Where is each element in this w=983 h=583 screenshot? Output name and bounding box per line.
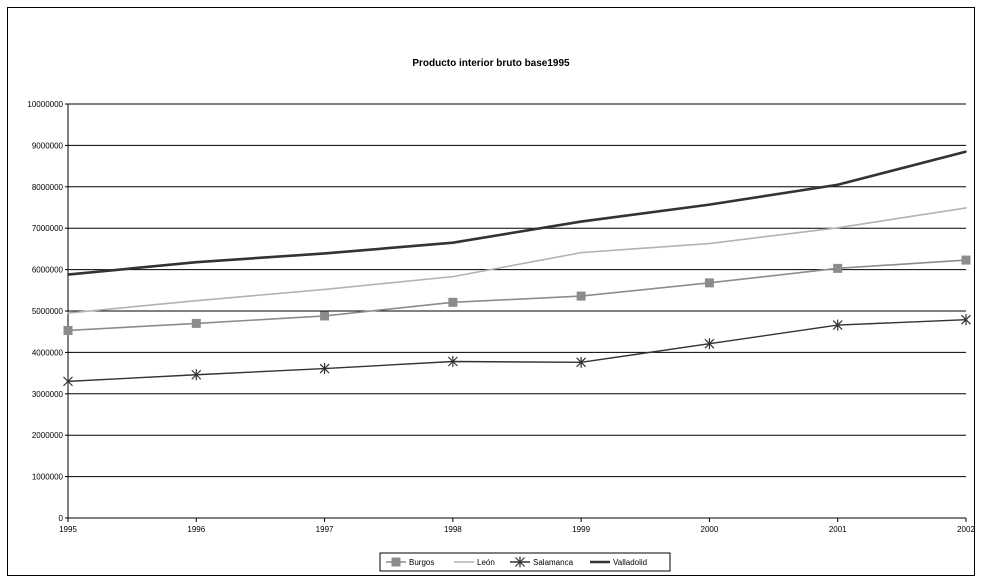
legend-label: Salamanca [533, 558, 574, 567]
data-point [580, 220, 582, 223]
data-point [323, 252, 326, 255]
legend-item: Salamanca [510, 556, 574, 568]
x-tick-label: 2001 [829, 525, 847, 534]
data-point [63, 375, 73, 387]
x-tick-label: 1997 [316, 525, 334, 534]
legend-item: León [454, 558, 495, 567]
data-point [704, 338, 715, 350]
series-line [67, 207, 967, 314]
chart-frame: Producto interior bruto base1995 0 100000… [7, 7, 975, 576]
y-tick-label: 6000000 [32, 266, 64, 275]
data-point [447, 356, 458, 368]
data-point [452, 241, 454, 244]
data-point [323, 288, 326, 291]
data-point [836, 183, 839, 186]
x-tick-label: 1998 [444, 525, 462, 534]
data-point [319, 363, 330, 375]
y-tick-label: 1000000 [32, 473, 64, 482]
legend: Burgos León Salamanca Valladolid [379, 552, 671, 572]
y-tick-label: 0 [59, 514, 64, 523]
chart-title: Producto interior bruto base1995 [412, 58, 570, 69]
data-point [704, 278, 714, 288]
data-point [965, 207, 967, 209]
data-point [708, 203, 711, 206]
data-point [191, 318, 201, 328]
y-tick-label: 5000000 [32, 307, 64, 316]
y-tick-label: 9000000 [32, 141, 64, 150]
series-len [67, 207, 967, 314]
legend-marker [515, 556, 525, 568]
gridlines [68, 103, 966, 478]
series-line [67, 150, 967, 276]
data-point [67, 312, 69, 314]
data-point [195, 299, 198, 302]
legend-label: León [477, 558, 495, 567]
data-point [832, 319, 843, 331]
data-point [191, 369, 202, 381]
data-point [320, 311, 330, 321]
data-point [833, 263, 843, 273]
data-point [965, 150, 967, 153]
y-tick-label: 10000000 [27, 100, 63, 109]
data-point [576, 356, 587, 368]
y-tick-label: 7000000 [32, 224, 64, 233]
legend-label: Valladolid [613, 558, 647, 567]
y-tick-label: 2000000 [32, 431, 64, 440]
data-point [576, 291, 586, 301]
x-tick-label: 2000 [701, 525, 719, 534]
series-line [67, 259, 967, 332]
x-tick-label: 2002 [957, 525, 974, 534]
data-point [452, 275, 454, 278]
data-point [67, 273, 69, 276]
series-valladolid [67, 150, 967, 276]
data-point [63, 325, 73, 335]
series-burgos [63, 255, 971, 335]
x-tick-label: 1999 [572, 525, 590, 534]
axes: 0 1000000 2000000 3000000 4000000 5000000 6000… [27, 100, 974, 534]
x-tick-label: 1996 [187, 525, 205, 534]
legend-marker [391, 557, 401, 567]
legend-label: Burgos [409, 558, 434, 567]
y-tick-label: 4000000 [32, 348, 64, 357]
y-tick-label: 3000000 [32, 390, 64, 399]
x-tick-label: 1995 [59, 525, 77, 534]
line-chart: Producto interior bruto base1995 0 100000… [27, 58, 974, 572]
data-point [836, 226, 839, 229]
data-point [961, 314, 971, 326]
data-point [580, 251, 582, 254]
data-point [195, 261, 198, 263]
series-salamanca [63, 314, 971, 387]
y-tick-label: 8000000 [32, 183, 64, 192]
data-point [961, 255, 971, 265]
series-lines [63, 150, 971, 387]
series-line [67, 318, 967, 383]
legend-item: Burgos [386, 557, 434, 567]
data-point [448, 297, 458, 307]
data-point [708, 242, 711, 245]
legend-item: Valladolid [590, 558, 647, 567]
